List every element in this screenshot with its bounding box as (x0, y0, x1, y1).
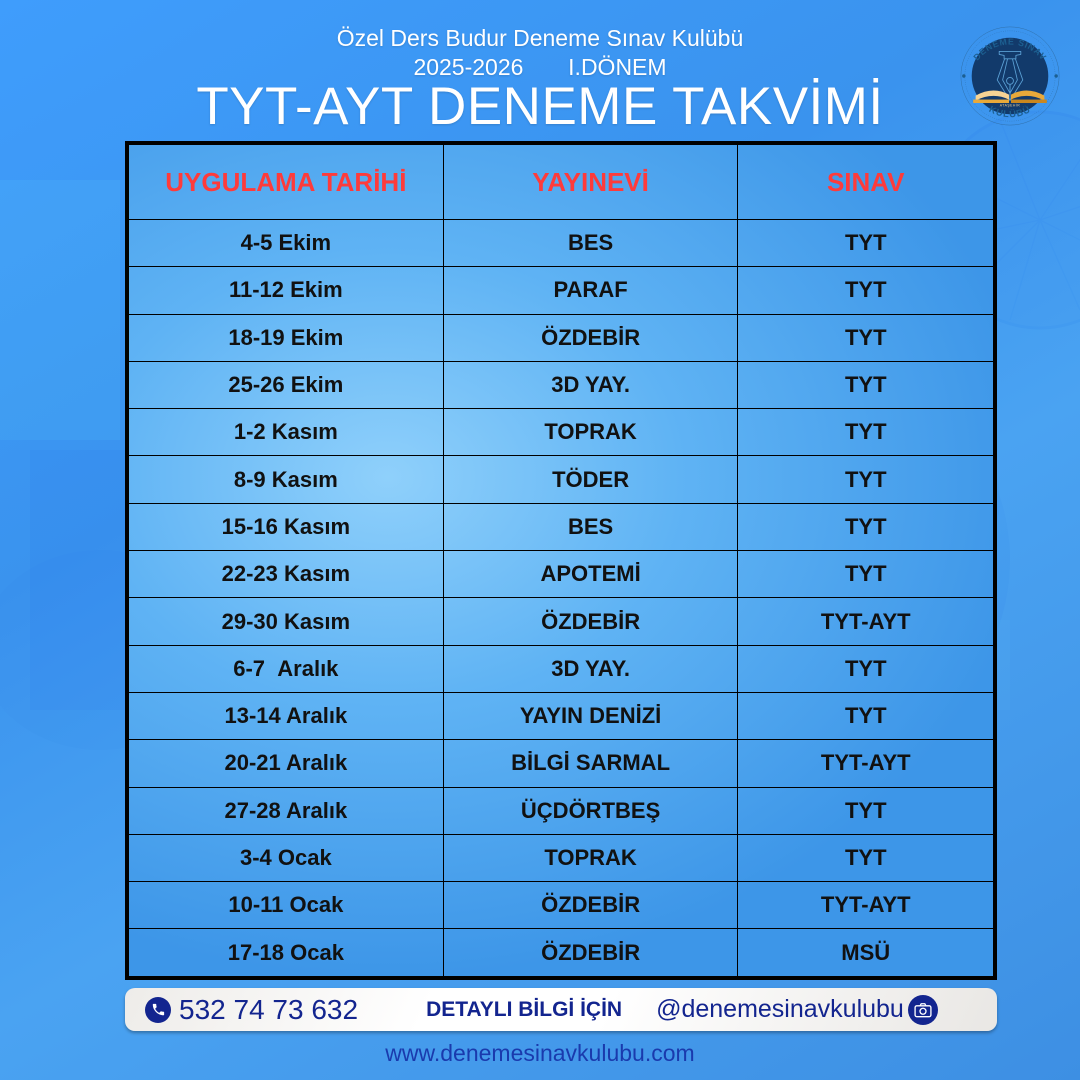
svg-text:ATAŞEHİR: ATAŞEHİR (1000, 102, 1021, 107)
